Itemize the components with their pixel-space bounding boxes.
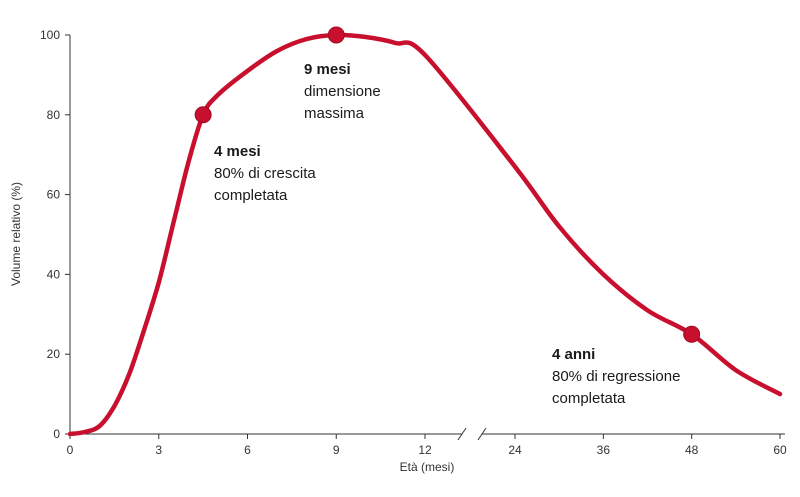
axis-break-mark-right — [477, 427, 487, 441]
x-tick-label-6: 6 — [244, 443, 251, 457]
annotation-9-mesi: 9 mesi dimensione massima — [304, 61, 381, 122]
axes — [69, 35, 785, 441]
annotation-4-mesi-line2: completata — [214, 187, 288, 204]
y-tick-label-40: 40 — [47, 267, 61, 281]
data-marker-0 — [194, 106, 212, 124]
annotation-4-anni-line1: 80% di regressione — [552, 368, 680, 385]
y-axis-label: Volume relativo (%) — [9, 182, 23, 286]
data-marker-2 — [683, 325, 701, 343]
y-tick-label-100: 100 — [40, 28, 60, 42]
markers — [194, 26, 701, 343]
annotation-9-mesi-title: 9 mesi — [304, 61, 351, 78]
data-marker-1 — [327, 26, 345, 44]
annotation-4-anni-line2: completata — [552, 390, 626, 407]
x-tick-label-3: 3 — [155, 443, 162, 457]
x-tick-label-60: 60 — [773, 443, 787, 457]
y-tick-label-0: 0 — [53, 427, 60, 441]
y-tick-label-80: 80 — [47, 108, 61, 122]
axis-break-mark-left — [457, 427, 467, 441]
x-tick-label-24: 24 — [508, 443, 522, 457]
annotation-9-mesi-line2: massima — [304, 105, 365, 122]
y-tick-label-60: 60 — [47, 188, 61, 202]
annotation-4-anni-title: 4 anni — [552, 346, 595, 363]
y-tick-label-20: 20 — [47, 347, 61, 361]
volume-curve — [67, 32, 783, 437]
x-tick-label-48: 48 — [685, 443, 699, 457]
x-tick-label-9: 9 — [333, 443, 340, 457]
x-axis-label: Età (mesi) — [400, 460, 455, 474]
annotation-4-mesi-line1: 80% di crescita — [214, 165, 316, 182]
x-tick-label-36: 36 — [597, 443, 611, 457]
annotation-4-mesi: 4 mesi 80% di crescita completata — [214, 143, 316, 204]
annotation-4-mesi-title: 4 mesi — [214, 143, 261, 160]
annotation-4-anni: 4 anni 80% di regressione completata — [552, 346, 680, 407]
x-tick-label-12: 12 — [418, 443, 432, 457]
x-tick-label-0: 0 — [67, 443, 74, 457]
annotation-9-mesi-line1: dimensione — [304, 83, 381, 100]
